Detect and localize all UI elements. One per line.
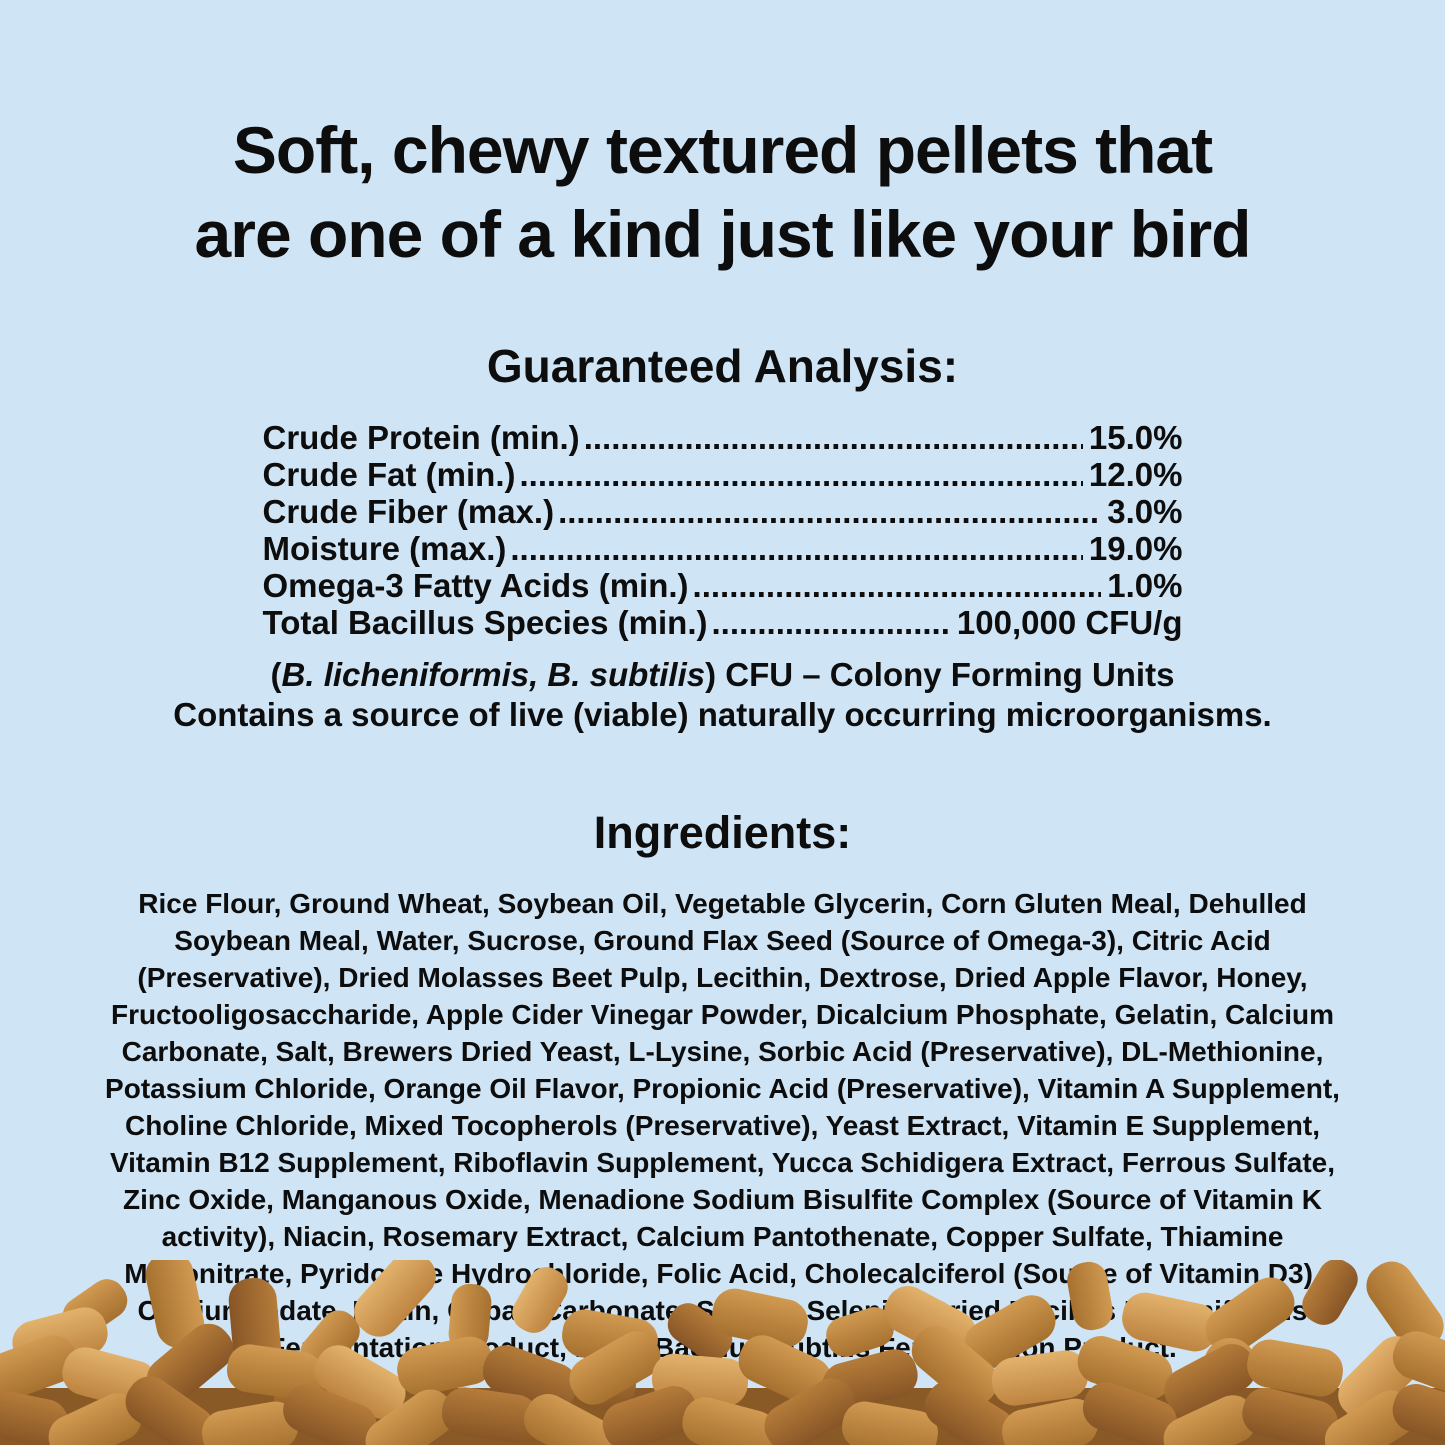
analysis-row: Total Bacillus Species (min.) 100,000 CF… [263,604,1183,641]
leader-dots [584,419,1083,456]
analysis-row: Omega-3 Fatty Acids (min.) 1.0% [263,567,1183,604]
analysis-row: Crude Fiber (max.) 3.0% [263,493,1183,530]
analysis-label: Total Bacillus Species (min.) [262,603,708,641]
microorganisms-note: Contains a source of live (viable) natur… [173,695,1272,733]
analysis-value: 12.0% [1088,455,1183,493]
headline-line-2: are one of a kind just like your bird [194,197,1252,272]
analysis-row: Crude Protein (min.) 15.0% [263,419,1183,456]
guaranteed-analysis-table: Crude Protein (min.) 15.0% Crude Fat (mi… [263,419,1183,641]
analysis-label: Omega-3 Fatty Acids (min.) [262,566,689,604]
cfu-note-species: B. licheniformis, B. subtilis [281,655,706,693]
cfu-note-prefix: ( [270,655,282,693]
analysis-value: 1.0% [1107,566,1183,604]
pellets-photo [0,1260,1445,1445]
analysis-label: Crude Fat (min.) [262,455,516,493]
headline: Soft, chewy textured pellets that are on… [0,0,1445,277]
analysis-value: 19.0% [1088,529,1183,567]
cfu-note: (B. licheniformis, B. subtilis) CFU – Co… [0,655,1445,695]
ingredients-title: Ingredients: [593,806,852,858]
analysis-value: 100,000 CFU/g [956,603,1183,641]
leader-dots [510,530,1083,567]
analysis-label: Crude Protein (min.) [262,418,580,456]
headline-line-1: Soft, chewy textured pellets that [232,113,1213,187]
analysis-label: Crude Fiber (max.) [262,492,555,530]
leader-dots [520,456,1083,493]
analysis-row: Moisture (max.) 19.0% [263,530,1183,567]
analysis-row: Crude Fat (min.) 12.0% [263,456,1183,493]
guaranteed-analysis-title: Guaranteed Analysis: [486,339,959,392]
analysis-value: 3.0% [1107,492,1183,530]
leader-dots [693,567,1102,604]
analysis-label: Moisture (max.) [262,529,507,567]
leader-dots [712,604,951,641]
leader-dots [558,493,1101,530]
analysis-value: 15.0% [1088,418,1183,456]
cfu-note-suffix: ) CFU – Colony Forming Units [705,655,1175,693]
